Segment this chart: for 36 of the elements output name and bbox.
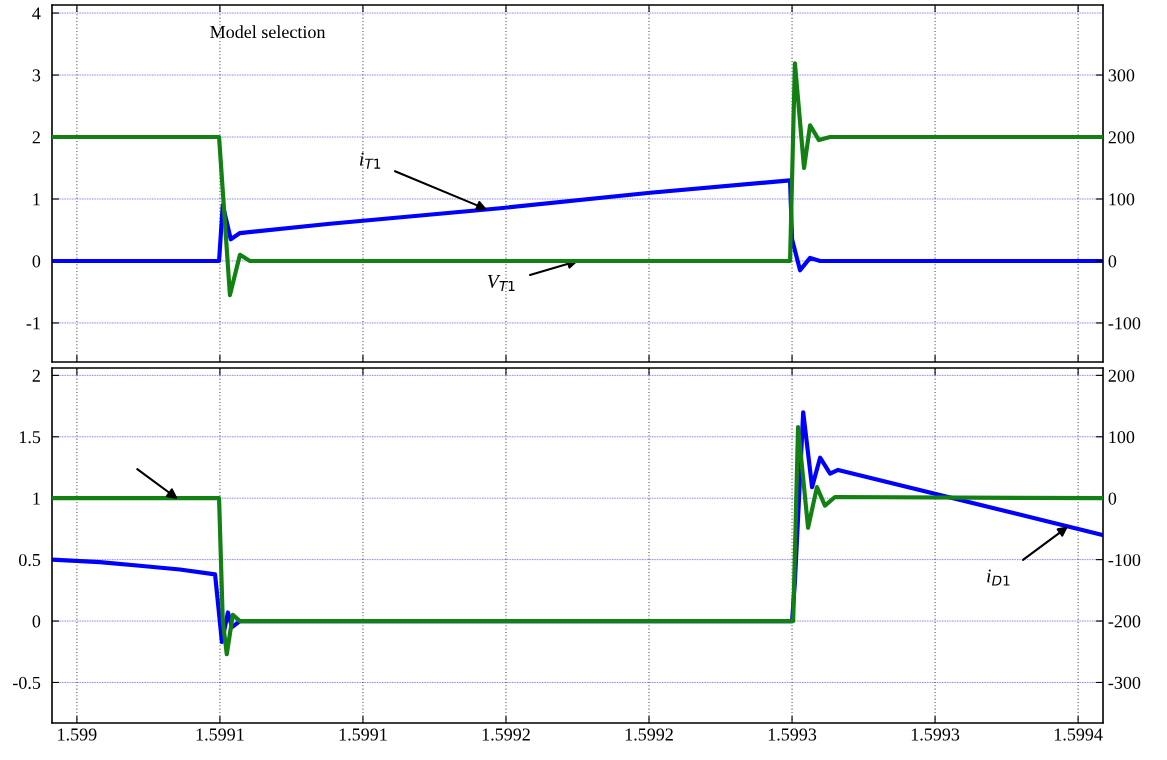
x-tick-label: 1.5991 <box>339 728 387 741</box>
y-tick-label: 4 <box>32 7 41 20</box>
y-tick-label: 1.5 <box>19 431 41 444</box>
y-tick-label: 0.5 <box>19 553 41 567</box>
y-tick-label: 0 <box>32 255 41 268</box>
annotation: i$_{T1}$ <box>359 152 381 169</box>
y-tick-label: 1 <box>33 492 40 505</box>
y2-tick-label: 0 <box>1108 255 1117 268</box>
y-tick-label: 2 <box>32 131 40 144</box>
x-tick-label: 1.5993 <box>768 728 817 741</box>
x-tick-label: 1.5993 <box>911 728 960 741</box>
annotation: i$_{D1}$ <box>987 569 1010 586</box>
y2-tick-label: -100 <box>1108 317 1141 330</box>
y-tick-label: 1 <box>33 193 40 206</box>
y2-tick-label: 200 <box>1108 369 1135 382</box>
annotation: Model selection <box>210 25 326 39</box>
x-tick-label: 1.5991 <box>196 728 244 741</box>
y-tick-label: 2 <box>32 369 40 382</box>
y2-tick-label: 100 <box>1109 431 1135 444</box>
x-tick-label: 1.599 <box>58 728 97 741</box>
y2-tick-label: 300 <box>1108 69 1135 82</box>
y-tick-label: 3 <box>32 69 41 82</box>
y-tick-label: -1 <box>26 317 40 330</box>
x-tick-label: 1.5992 <box>482 728 530 741</box>
y2-tick-label: -300 <box>1108 676 1141 689</box>
line-series <box>52 61 1103 298</box>
y2-tick-label: 0 <box>1108 492 1117 505</box>
x-tick-label: 1.5992 <box>625 728 673 741</box>
y-tick-label: 0 <box>32 615 41 628</box>
y2-tick-label: 100 <box>1109 193 1135 206</box>
y-tick-label: -0.5 <box>12 676 41 689</box>
y2-tick-label: -100 <box>1108 553 1141 567</box>
y2-tick-label: -200 <box>1108 615 1141 628</box>
x-tick-label: 1.5994 <box>1054 728 1103 741</box>
annotation: V$_{T1}$ <box>487 275 515 291</box>
y2-tick-label: 200 <box>1108 131 1135 144</box>
